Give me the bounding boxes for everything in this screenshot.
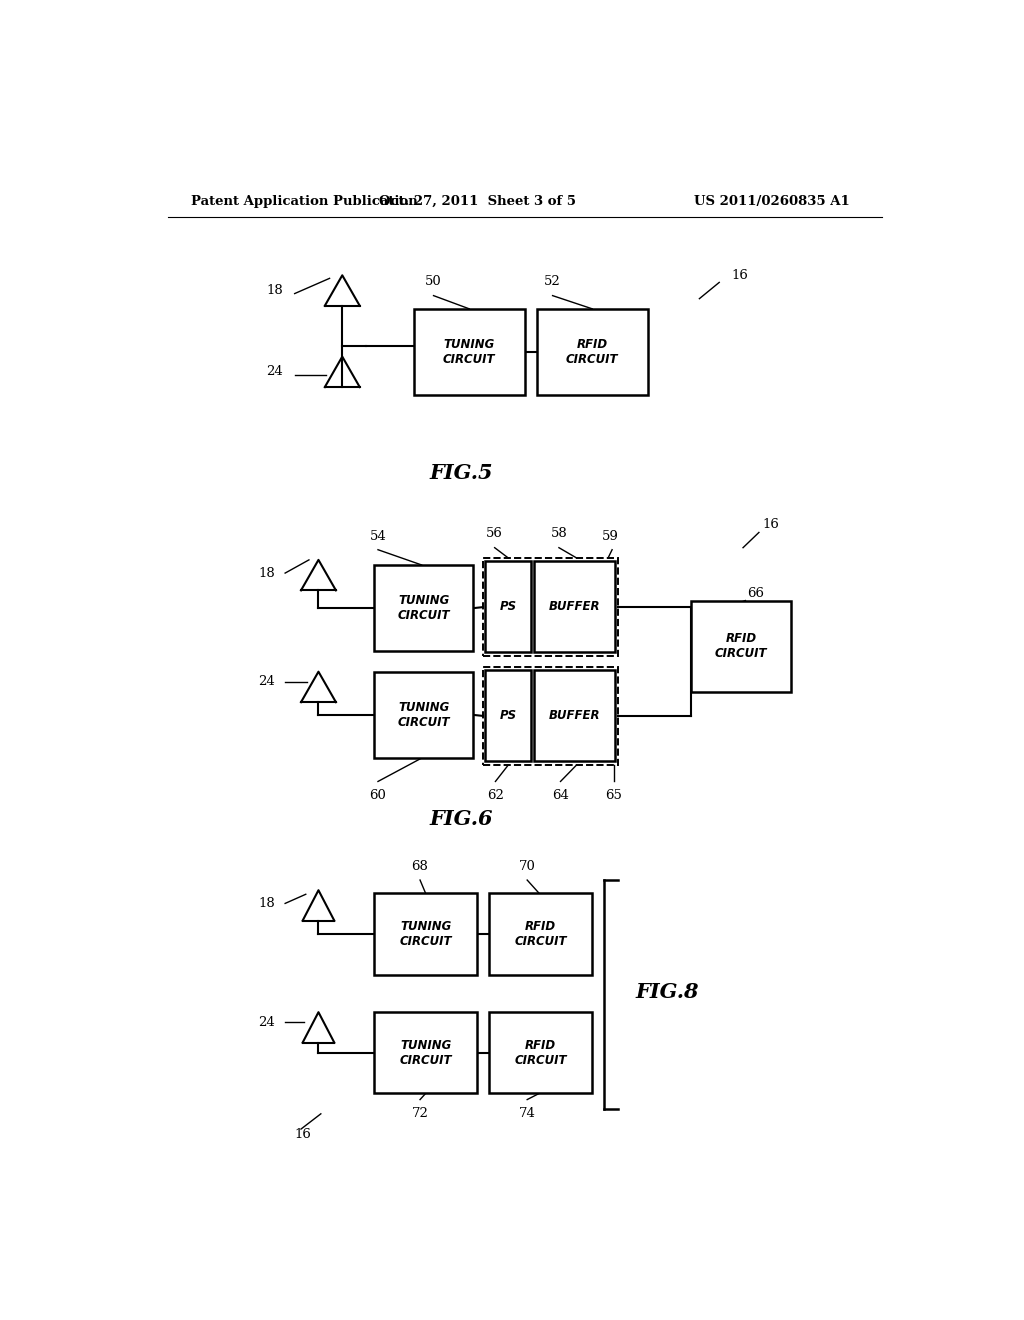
Bar — [534, 669, 615, 762]
Bar — [489, 894, 592, 974]
Text: 50: 50 — [425, 276, 442, 289]
Text: 70: 70 — [519, 859, 536, 873]
Text: Patent Application Publication: Patent Application Publication — [191, 194, 418, 207]
Text: TUNING
CIRCUIT: TUNING CIRCUIT — [397, 701, 450, 729]
Text: TUNING
CIRCUIT: TUNING CIRCUIT — [443, 338, 496, 366]
Text: 54: 54 — [370, 529, 386, 543]
Text: 16: 16 — [763, 517, 779, 531]
Text: RFID
CIRCUIT: RFID CIRCUIT — [514, 920, 567, 948]
Text: BUFFER: BUFFER — [549, 709, 600, 722]
Text: 18: 18 — [258, 896, 274, 909]
Text: 74: 74 — [519, 1106, 536, 1119]
Text: 16: 16 — [295, 1127, 311, 1140]
Text: TUNING
CIRCUIT: TUNING CIRCUIT — [397, 594, 450, 622]
Bar — [534, 561, 615, 652]
Text: FIG.8: FIG.8 — [636, 982, 699, 1002]
Text: 24: 24 — [266, 366, 283, 379]
Text: PS: PS — [500, 601, 517, 612]
Bar — [414, 309, 524, 395]
Bar — [485, 669, 531, 762]
Text: FIG.5: FIG.5 — [429, 463, 494, 483]
Text: 24: 24 — [258, 1016, 274, 1028]
Text: 66: 66 — [748, 587, 764, 599]
Bar — [374, 894, 477, 974]
Bar — [374, 565, 473, 651]
Text: 24: 24 — [258, 676, 274, 688]
Text: US 2011/0260835 A1: US 2011/0260835 A1 — [694, 194, 850, 207]
Text: TUNING
CIRCUIT: TUNING CIRCUIT — [399, 1039, 452, 1067]
Bar — [482, 558, 617, 656]
Text: 18: 18 — [266, 284, 283, 297]
Text: RFID
CIRCUIT: RFID CIRCUIT — [566, 338, 618, 366]
Text: RFID
CIRCUIT: RFID CIRCUIT — [514, 1039, 567, 1067]
Text: FIG.6: FIG.6 — [429, 809, 494, 829]
Text: 64: 64 — [552, 788, 569, 801]
Text: 72: 72 — [412, 1106, 428, 1119]
Text: 16: 16 — [731, 269, 748, 281]
Bar — [537, 309, 648, 395]
Bar — [482, 667, 617, 766]
Text: 18: 18 — [258, 566, 274, 579]
Text: Oct. 27, 2011  Sheet 3 of 5: Oct. 27, 2011 Sheet 3 of 5 — [379, 194, 575, 207]
Text: 65: 65 — [605, 788, 623, 801]
Text: 56: 56 — [486, 527, 503, 540]
Text: 60: 60 — [370, 788, 386, 801]
Text: TUNING
CIRCUIT: TUNING CIRCUIT — [399, 920, 452, 948]
Bar — [374, 1012, 477, 1093]
Text: PS: PS — [500, 709, 517, 722]
Text: 58: 58 — [551, 527, 567, 540]
Text: 52: 52 — [544, 276, 561, 289]
Text: 62: 62 — [487, 788, 504, 801]
Text: RFID
CIRCUIT: RFID CIRCUIT — [715, 632, 767, 660]
Text: BUFFER: BUFFER — [549, 601, 600, 612]
Bar — [374, 672, 473, 758]
Bar — [485, 561, 531, 652]
Text: 68: 68 — [412, 859, 428, 873]
Text: 59: 59 — [602, 529, 618, 543]
Bar — [489, 1012, 592, 1093]
Bar — [691, 601, 791, 692]
